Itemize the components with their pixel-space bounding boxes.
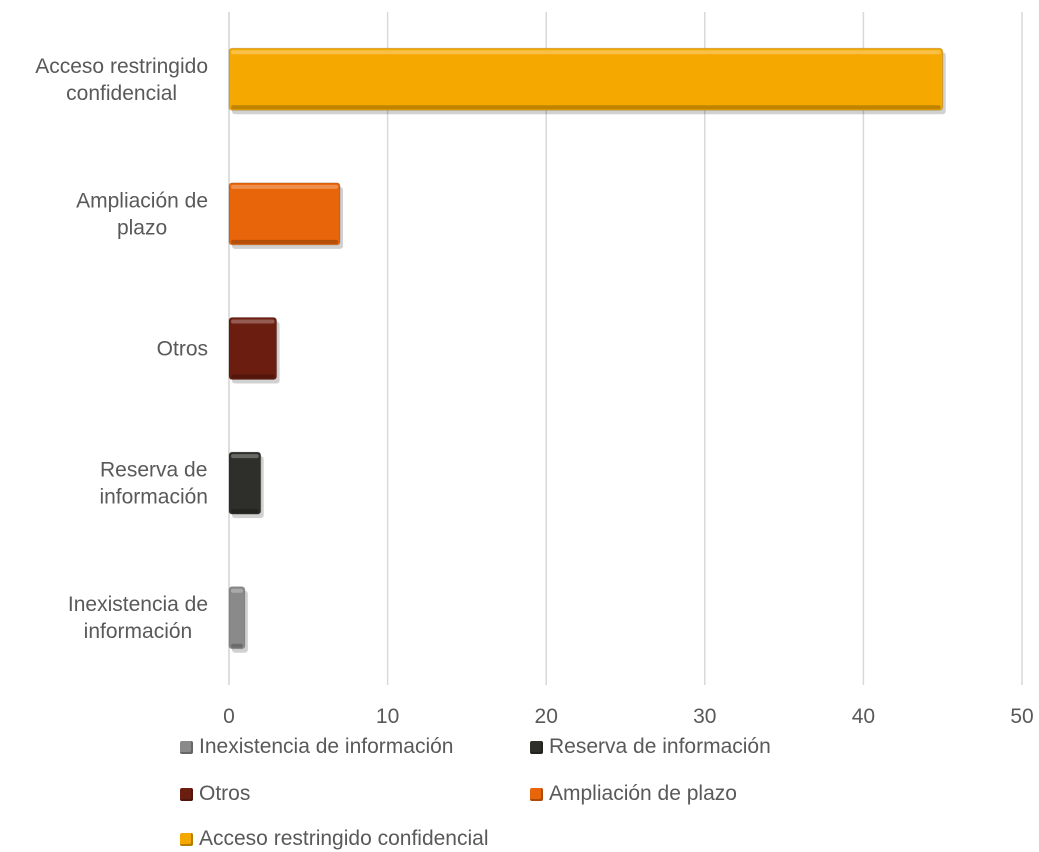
bar-highlight (231, 454, 259, 459)
bar (228, 47, 944, 111)
legend-label: Reserva de información (549, 735, 771, 758)
bar-edge (231, 509, 259, 514)
legend-swatch (180, 740, 193, 754)
category-label: Reserva de información (99, 459, 208, 509)
legend-item: Otros (180, 782, 250, 806)
category-label: Inexistencia de información (68, 593, 208, 643)
category-label: Otros (157, 338, 208, 361)
x-tick-label: 50 (1010, 705, 1033, 728)
x-tick-label: 30 (693, 705, 716, 728)
bar-highlight (231, 184, 339, 189)
x-tick-label: 20 (535, 705, 558, 728)
legend-swatch (530, 787, 543, 801)
bar (228, 451, 262, 515)
bar-highlight (231, 50, 941, 55)
bar-edge (231, 239, 339, 244)
legend-label: Acceso restringido confidencial (199, 827, 489, 850)
category-label: Ampliación de plazo (76, 189, 208, 239)
bar-highlight (231, 588, 243, 593)
x-tick-label: 40 (852, 705, 875, 728)
bar-edge (231, 374, 275, 379)
legend-item: Inexistencia de información (180, 735, 453, 759)
bar-chart-svg: 0 10 20 30 40 50 Acceso restringido confidencia… (35, 12, 1034, 728)
legend-label: Ampliación de plazo (549, 782, 737, 805)
legend-item: Reserva de información (530, 735, 771, 759)
bar-highlight (231, 319, 275, 324)
legend-item: Acceso restringido confidencial (180, 827, 489, 851)
legend-swatch (180, 787, 193, 801)
legend-swatch (180, 832, 193, 846)
bar-edge (231, 105, 941, 110)
x-tick-label: 10 (376, 705, 399, 728)
legend-swatch (530, 740, 543, 754)
legend-item: Ampliación de plazo (530, 782, 737, 806)
x-tick-label: 0 (223, 705, 235, 728)
legend-label: Inexistencia de información (199, 735, 454, 758)
bar (228, 586, 246, 650)
bar (228, 317, 278, 380)
category-label: Acceso restringido confidencial (35, 55, 208, 105)
legend-label: Otros (199, 782, 251, 805)
bar (228, 182, 341, 246)
bar-edge (231, 643, 243, 648)
